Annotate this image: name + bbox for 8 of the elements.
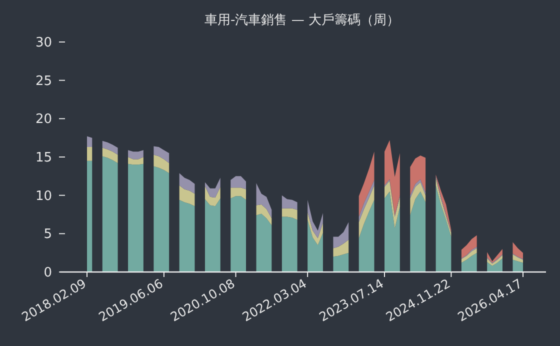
y-tick-label: 10 bbox=[35, 188, 52, 204]
y-tick-label: 25 bbox=[35, 74, 52, 89]
y-tick-label: 20 bbox=[35, 112, 52, 128]
y-tick-label: 0 bbox=[44, 266, 52, 280]
chart-title: 車用-汽車銷售 — 大戶籌碼（周） bbox=[204, 13, 400, 28]
y-tick-label: 5 bbox=[44, 227, 52, 242]
y-tick-label: 15 bbox=[35, 150, 52, 166]
y-tick-label: 30 bbox=[35, 36, 52, 50]
